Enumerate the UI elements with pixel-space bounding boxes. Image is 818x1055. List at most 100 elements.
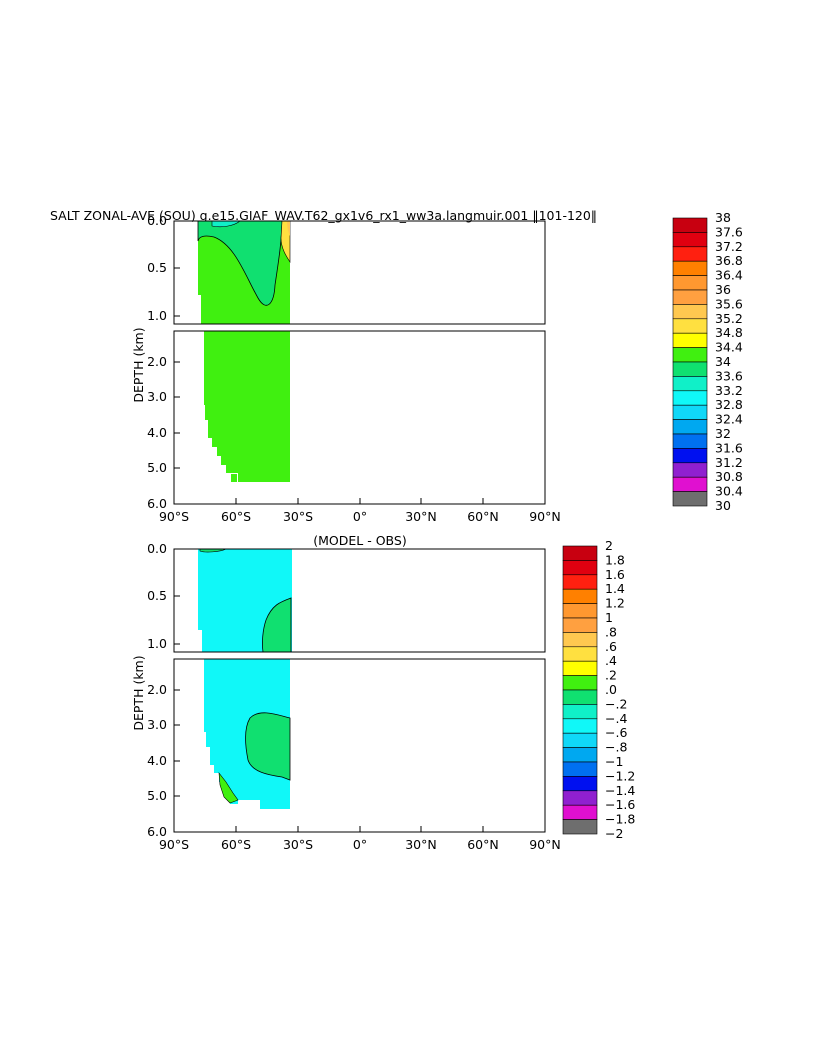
salt-xtick-label: 90°S: [159, 509, 189, 524]
salt-colorbar-box: [672, 433, 708, 449]
diff-colorbar-box: [562, 617, 598, 633]
salt-colorbar-box: [672, 275, 708, 291]
salt-ytick-label: 5.0: [147, 460, 167, 475]
salt-ytick-label: 6.0: [147, 496, 167, 511]
diff-ytick-label: 1.0: [147, 636, 167, 651]
diff-xtick-label: 90°N: [529, 837, 561, 852]
salt-colorbar-box: [672, 246, 708, 262]
salt-ylabel: DEPTH (km): [131, 327, 146, 402]
salt-colorbar-box: [672, 476, 708, 492]
diff-ytick-label: 3.0: [147, 717, 167, 732]
salt-upper-field: [197, 220, 291, 324]
salt-contour-34.8: [280, 220, 291, 263]
salt-yticks-marks: [174, 220, 484, 504]
salt-colorbar-box: [672, 347, 708, 363]
diff-colorbar-box: [562, 732, 598, 748]
diff-ytick-label: 2.0: [147, 682, 167, 697]
salt-colorbar-label: 37.2: [715, 239, 743, 254]
salt-xtick-label: 60°S: [221, 509, 251, 524]
salt-colorbar-box: [672, 390, 708, 406]
diff-xtick-label: 0°: [353, 837, 367, 852]
diff-colorbar-box: [562, 574, 598, 590]
diff-upper-field: [198, 548, 292, 653]
diff-ytick-label: 0.0: [147, 541, 167, 556]
salt-colorbar-label: 35.2: [715, 311, 743, 326]
diff-colorbar-label: −1: [605, 754, 623, 769]
salt-colorbar-box: [672, 491, 708, 507]
salt-xtick-label: 0°: [353, 509, 367, 524]
diff-colorbar-box: [562, 588, 598, 604]
salt-xtick-label: 30°S: [283, 509, 313, 524]
salt-colorbar-label: 33.6: [715, 368, 743, 383]
salt-colorbar: 3837.637.236.836.43635.635.234.834.43433…: [672, 210, 743, 513]
chart-title: SALT ZONAL-AVE (SOU) g.e15.GIAF_WAV.T62_…: [50, 208, 597, 223]
salt-colorbar-box: [672, 419, 708, 435]
salt-colorbar-label: 34.8: [715, 325, 743, 340]
diff-colorbar-box: [562, 603, 598, 619]
diff-colorbar-box: [562, 632, 598, 648]
salt-colorbar-label: 30.4: [715, 484, 743, 499]
diff-colorbar-label: .4: [605, 653, 617, 668]
salt-colorbar-label: 36: [715, 282, 731, 297]
salt-ytick-label: 2.0: [147, 354, 167, 369]
diff-colorbar-box: [562, 761, 598, 777]
salt-colorbar-label: 30: [715, 498, 731, 513]
diff-colorbar-box: [562, 819, 598, 835]
diff-xtick-label: 60°N: [467, 837, 499, 852]
diff-colorbar-label: −2: [605, 826, 623, 841]
diff-colorbar-box: [562, 560, 598, 576]
diff-colorbar-label: −.4: [605, 711, 627, 726]
diff-colorbar-box: [562, 704, 598, 720]
salt-xtick-label: 90°N: [529, 509, 561, 524]
salt-contour-34.0: [197, 220, 283, 306]
diff-colorbar-label: .0: [605, 682, 617, 697]
salt-colorbar-box: [672, 462, 708, 478]
diff-colorbar-box: [562, 747, 598, 763]
diff-panel: 0.0 0.5 1.0 2.0 3.0 4.0 5.0 6.0 DEPTH (k…: [131, 541, 561, 852]
diff-title: (MODEL - OBS): [313, 533, 406, 548]
diff-colorbar-box: [562, 545, 598, 561]
diff-colorbar-label: −.8: [605, 740, 627, 755]
diff-colorbar-box: [562, 660, 598, 676]
salt-xtick-label: 60°N: [467, 509, 499, 524]
salt-xtick-label: 30°N: [405, 509, 437, 524]
diff-colorbar-label: −1.2: [605, 768, 635, 783]
diff-colorbar-box: [562, 790, 598, 806]
diff-colorbar-box: [562, 646, 598, 662]
salt-colorbar-box: [672, 376, 708, 392]
salt-colorbar-box: [672, 217, 708, 233]
salt-colorbar-box: [672, 232, 708, 248]
diff-colorbar-label: .2: [605, 668, 617, 683]
diff-colorbar-box: [562, 804, 598, 820]
salt-colorbar-box: [672, 404, 708, 420]
salt-colorbar-box: [672, 260, 708, 276]
diff-ylabel: DEPTH (km): [131, 655, 146, 730]
salt-ytick-label: 3.0: [147, 389, 167, 404]
diff-ytick-label: 5.0: [147, 788, 167, 803]
diff-colorbar-box: [562, 718, 598, 734]
salt-contour-35.2: [287, 221, 290, 236]
salt-ytick-label: 0.5: [147, 260, 167, 275]
diff-colorbar-label: .6: [605, 639, 617, 654]
diff-xtick-label: 90°S: [159, 837, 189, 852]
diff-upper-frame: [173, 548, 546, 653]
salt-colorbar-label: 31.6: [715, 440, 743, 455]
diff-contour-0.0-deep: [245, 712, 291, 781]
diff-yticks-marks: [174, 548, 484, 832]
salt-colorbar-label: 30.8: [715, 469, 743, 484]
salt-colorbar-label: 35.6: [715, 296, 743, 311]
diff-lower-field: [202, 659, 291, 809]
salt-field-deep-edge: [204, 331, 290, 482]
diff-colorbar-label: 1: [605, 610, 613, 625]
salt-colorbar-box: [672, 448, 708, 464]
salt-colorbar-label: 31.2: [715, 455, 743, 470]
salt-ytick-label: 1.0: [147, 308, 167, 323]
diff-colorbar-box: [562, 675, 598, 691]
diff-colorbar-label: 2: [605, 538, 613, 553]
diff-colorbar-label: 1.6: [605, 567, 625, 582]
salt-upper-frame: [173, 220, 546, 325]
salt-colorbar-label: 32.4: [715, 412, 743, 427]
diff-colorbar-box: [562, 776, 598, 792]
salt-colorbar-label: 36.8: [715, 253, 743, 268]
